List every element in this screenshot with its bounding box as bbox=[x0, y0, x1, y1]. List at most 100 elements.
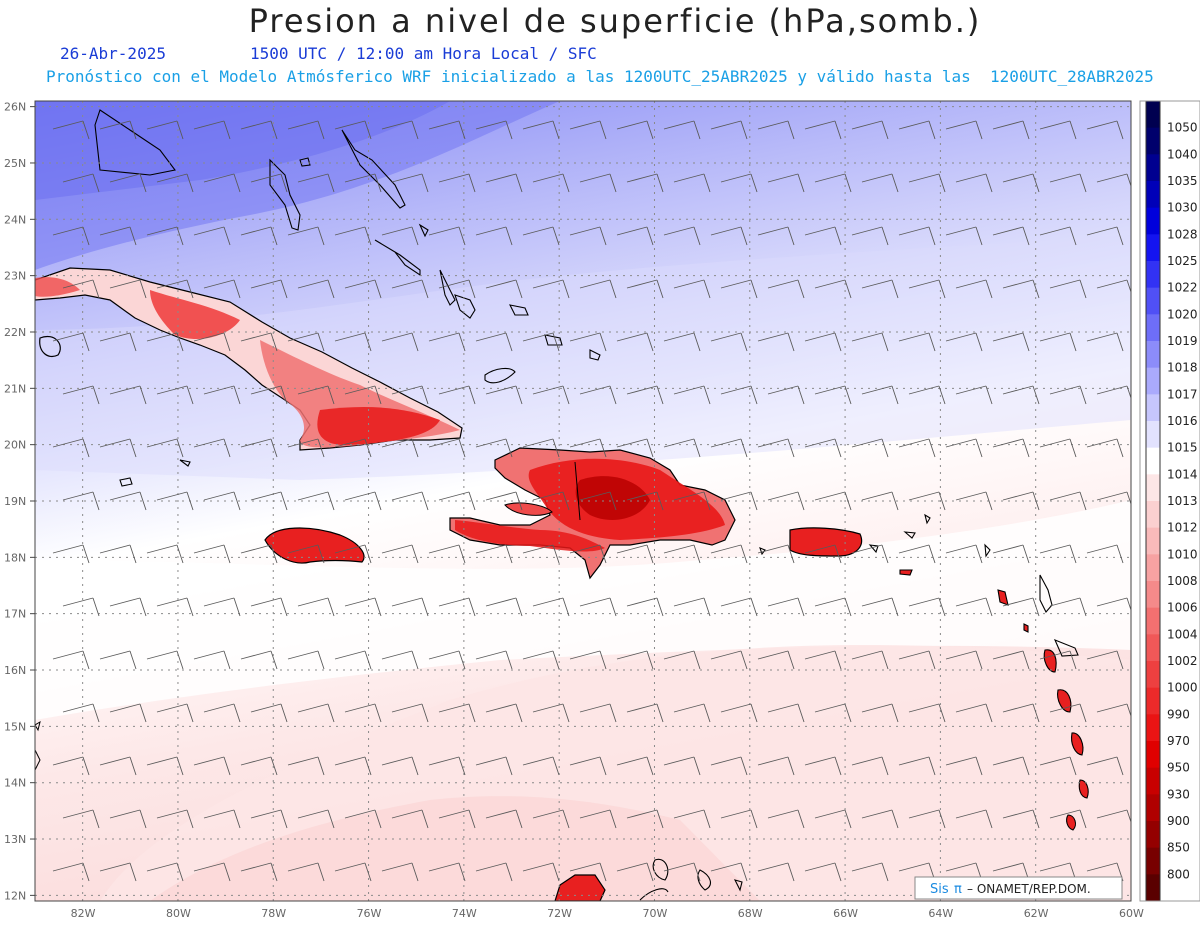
colorbar-label: 1050 bbox=[1167, 121, 1198, 135]
wind-barb bbox=[955, 597, 993, 617]
wind-barb bbox=[344, 809, 382, 829]
wind-barb bbox=[146, 756, 184, 776]
wind-barb bbox=[334, 650, 372, 670]
colorbar-swatch bbox=[1146, 661, 1160, 689]
wind-barb bbox=[475, 226, 513, 246]
wind-barb bbox=[908, 809, 946, 829]
wind-barb bbox=[250, 809, 288, 829]
wind-barb bbox=[1002, 173, 1040, 193]
wind-barb bbox=[532, 809, 570, 829]
wind-barb bbox=[851, 438, 889, 458]
colorbar-label: 1002 bbox=[1167, 654, 1198, 668]
wind-barb bbox=[663, 226, 701, 246]
wind-barb bbox=[297, 385, 335, 405]
wind-barb bbox=[1002, 279, 1040, 299]
wind-barb bbox=[391, 173, 429, 193]
wind-barb bbox=[757, 438, 795, 458]
wind-barb bbox=[109, 809, 147, 829]
wind-barb bbox=[1096, 703, 1131, 718]
forecast-date: 26-Abr-2025 bbox=[60, 44, 166, 63]
wind-barb bbox=[579, 385, 617, 405]
colorbar-swatch bbox=[1146, 287, 1160, 315]
wind-barb bbox=[851, 650, 889, 670]
colorbar-label: 1040 bbox=[1167, 147, 1198, 161]
colorbar-label: 1020 bbox=[1167, 307, 1198, 321]
wind-barb bbox=[532, 597, 570, 617]
wind-barb bbox=[52, 332, 90, 352]
wind-barb bbox=[673, 703, 711, 723]
wind-barb bbox=[1039, 650, 1077, 670]
wind-barb bbox=[663, 756, 701, 776]
wind-barb bbox=[851, 226, 889, 246]
wind-barb bbox=[1039, 120, 1077, 140]
colorbar-box bbox=[1139, 100, 1200, 902]
wind-barb bbox=[814, 809, 852, 829]
wind-barb bbox=[475, 544, 513, 564]
wind-barb bbox=[1049, 809, 1087, 829]
wind-barb bbox=[438, 385, 476, 405]
wind-barb bbox=[52, 226, 90, 246]
longitude-labels: 82W 80W 78W 76W 74W 72W 70W 68W 66W 64W 62W 60W bbox=[71, 907, 1144, 920]
colorbar-swatch bbox=[1146, 394, 1160, 422]
wind-barb bbox=[851, 862, 889, 882]
longitude-label: 70W bbox=[642, 907, 667, 920]
longitude-label: 60W bbox=[1119, 907, 1144, 920]
credit-text: – ONAMET/REP.DOM. bbox=[967, 882, 1091, 896]
wind-barb bbox=[579, 279, 617, 299]
wind-barb bbox=[898, 544, 936, 564]
wind-barb bbox=[1096, 279, 1131, 294]
latitude-label: 24N bbox=[4, 213, 26, 226]
wind-barb bbox=[52, 862, 90, 882]
wind-barb bbox=[522, 332, 560, 352]
wind-barb bbox=[344, 597, 382, 617]
wind-barb bbox=[673, 385, 711, 405]
wind-barb bbox=[898, 650, 936, 670]
wind-barb bbox=[156, 703, 194, 723]
wind-barb bbox=[1039, 544, 1077, 564]
wind-barb bbox=[757, 756, 795, 776]
colorbar-label: 1012 bbox=[1167, 521, 1198, 535]
wind-barb bbox=[193, 650, 231, 670]
colorbar-label: 1017 bbox=[1167, 387, 1198, 401]
wind-barb bbox=[109, 385, 147, 405]
wind-barb bbox=[475, 756, 513, 776]
wind-barb bbox=[156, 385, 194, 405]
latitude-label: 19N bbox=[4, 495, 26, 508]
wind-barb bbox=[992, 650, 1030, 670]
wind-barb bbox=[1049, 385, 1087, 405]
wind-barb bbox=[579, 491, 617, 511]
wind-barb bbox=[955, 809, 993, 829]
wind-barb bbox=[381, 650, 419, 670]
colorbar-swatch bbox=[1146, 874, 1160, 902]
wind-barb bbox=[193, 544, 231, 564]
colorbar-swatch bbox=[1146, 447, 1160, 475]
wind-barb bbox=[663, 332, 701, 352]
wind-barb bbox=[99, 544, 137, 564]
wind-barb bbox=[908, 385, 946, 405]
wind-barb bbox=[62, 491, 100, 511]
wind-barb bbox=[945, 438, 983, 458]
wind-barb bbox=[334, 438, 372, 458]
wind-barb bbox=[344, 703, 382, 723]
wind-barb bbox=[428, 226, 466, 246]
colorbar-swatch bbox=[1146, 741, 1160, 769]
wind-barb bbox=[203, 385, 241, 405]
colorbar-swatch bbox=[1146, 847, 1160, 875]
wind-barb bbox=[428, 332, 466, 352]
wind-barb bbox=[485, 491, 523, 511]
colorbar-label: 1028 bbox=[1167, 227, 1198, 241]
wind-barb bbox=[109, 491, 147, 511]
wind-barb bbox=[908, 279, 946, 299]
wind-barb bbox=[62, 173, 100, 193]
wind-barb bbox=[908, 491, 946, 511]
wind-barb bbox=[945, 756, 983, 776]
colorbar-label: 1025 bbox=[1167, 254, 1198, 268]
wind-barb bbox=[297, 173, 335, 193]
wind-barb bbox=[240, 438, 278, 458]
wind-barb bbox=[250, 491, 288, 511]
wind-barb bbox=[757, 332, 795, 352]
colorbar-label: 1022 bbox=[1167, 281, 1198, 295]
wind-barb bbox=[814, 173, 852, 193]
longitude-label: 64W bbox=[928, 907, 953, 920]
wind-barb bbox=[52, 544, 90, 564]
